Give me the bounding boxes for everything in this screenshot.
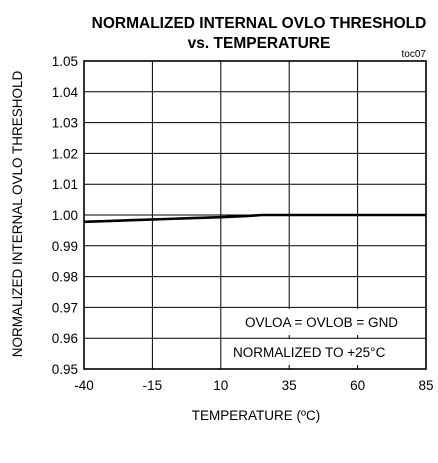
- y-tick-label: 1.01: [52, 177, 78, 192]
- annotation-line1: OVLOA = OVLOB = GND: [245, 315, 398, 330]
- series-line: [83, 213, 426, 224]
- y-tick-label: 1.03: [52, 116, 78, 131]
- y-tick-label: 1.04: [52, 85, 79, 100]
- x-tick-label: 60: [350, 378, 365, 393]
- annotation-line2: NORMALIZED TO +25°C: [233, 345, 386, 360]
- chart-title-line1: NORMALIZED INTERNAL OVLO THRESHOLD: [92, 15, 427, 32]
- y-axis-label: NORMALIZED INTERNAL OVLO THRESHOLD: [10, 70, 25, 357]
- series-group: [83, 213, 426, 224]
- y-tick-label: 0.98: [52, 270, 78, 285]
- x-tick-labels: -40 -15 10 35 60 85: [74, 378, 433, 393]
- y-tick-label: 0.96: [52, 331, 78, 346]
- x-tick-label: -15: [143, 378, 163, 393]
- y-tick-labels: 0.95 0.96 0.97 0.98 0.99 1.00 1.01 1.02 1.03 1.04…: [52, 54, 79, 377]
- annotation-bg-2: [223, 309, 419, 335]
- annotation-bg-1: [223, 339, 419, 365]
- x-axis-label: TEMPERATURE (ºC): [192, 408, 320, 423]
- x-tick-label: 85: [418, 378, 433, 393]
- x-tick-label: -40: [74, 378, 94, 393]
- y-tick-label: 1.02: [52, 146, 78, 161]
- y-tick-label: 1.00: [52, 208, 78, 223]
- chart-tag: toc07: [402, 49, 427, 60]
- y-tick-label: 0.97: [52, 300, 78, 315]
- y-tick-label: 0.95: [52, 362, 78, 377]
- y-tick-label: 0.99: [52, 239, 78, 254]
- y-tick-label: 1.05: [52, 54, 78, 69]
- x-tick-label: 10: [213, 378, 228, 393]
- chart-title-line2: vs. TEMPERATURE: [188, 35, 331, 52]
- x-tick-label: 35: [282, 378, 297, 393]
